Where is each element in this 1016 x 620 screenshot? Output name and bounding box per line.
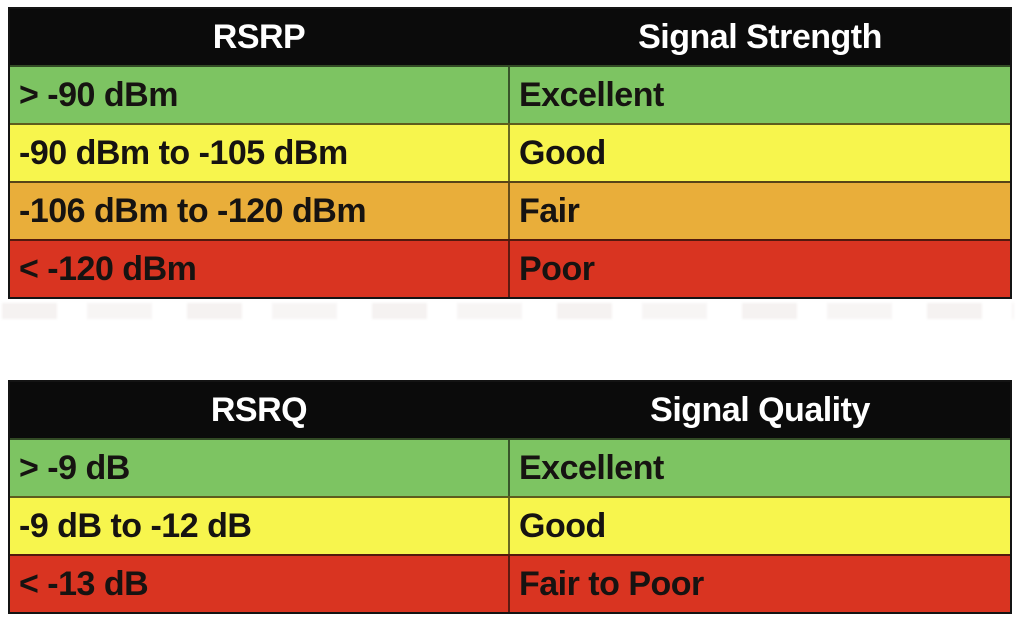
table-row: > -90 dBm Excellent <box>10 65 1010 123</box>
table-row: -90 dBm to -105 dBm Good <box>10 123 1010 181</box>
rsrp-table-header-row: RSRP Signal Strength <box>10 9 1010 65</box>
rsrp-range-cell: -106 dBm to -120 dBm <box>10 183 510 239</box>
signal-strength-cell: Excellent <box>519 76 664 114</box>
signal-strength-header-cell: Signal Strength <box>638 18 882 56</box>
rsrp-range-cell: -90 dBm to -105 dBm <box>10 125 510 181</box>
rsrq-range-cell: < -13 dB <box>10 556 510 612</box>
rsrq-range-cell: > -9 dB <box>10 440 510 496</box>
rsrp-range-cell: > -90 dBm <box>10 67 510 123</box>
rsrq-header-cell: RSRQ <box>210 391 308 429</box>
table-row: -106 dBm to -120 dBm Fair <box>10 181 1010 239</box>
signal-strength-cell: Good <box>519 134 606 172</box>
signal-quality-cell: Excellent <box>519 449 664 487</box>
rsrq-table-header-row: RSRQ Signal Quality <box>10 382 1010 438</box>
faint-watermark <box>2 303 1014 319</box>
rsrp-signal-strength-table: RSRP Signal Strength > -90 dBm Excellent… <box>8 7 1012 299</box>
signal-strength-cell: Fair <box>519 192 580 230</box>
rsrp-range-cell: < -120 dBm <box>10 241 510 297</box>
signal-quality-cell: Fair to Poor <box>519 565 704 603</box>
signal-quality-header-cell: Signal Quality <box>650 391 870 429</box>
table-row: < -13 dB Fair to Poor <box>10 554 1010 612</box>
table-row: < -120 dBm Poor <box>10 239 1010 297</box>
signal-quality-cell: Good <box>519 507 606 545</box>
rsrp-header-cell: RSRP <box>212 18 306 56</box>
table-row: -9 dB to -12 dB Good <box>10 496 1010 554</box>
table-row: > -9 dB Excellent <box>10 438 1010 496</box>
rsrq-signal-quality-table: RSRQ Signal Quality > -9 dB Excellent -9… <box>8 380 1012 614</box>
rsrq-range-cell: -9 dB to -12 dB <box>10 498 510 554</box>
signal-strength-cell: Poor <box>519 250 595 288</box>
